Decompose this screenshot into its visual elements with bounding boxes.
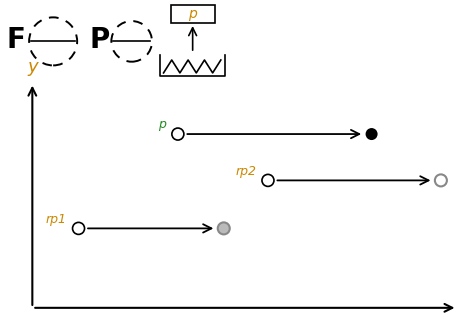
Text: F: F: [7, 26, 25, 54]
Text: y: y: [27, 58, 37, 76]
Bar: [171, 5, 215, 23]
Text: rp1: rp1: [46, 213, 67, 226]
Text: P: P: [89, 26, 109, 54]
Text: p: p: [158, 118, 166, 131]
Text: p: p: [188, 7, 197, 21]
Ellipse shape: [218, 222, 230, 234]
Text: rp2: rp2: [236, 165, 256, 178]
Ellipse shape: [365, 128, 377, 140]
